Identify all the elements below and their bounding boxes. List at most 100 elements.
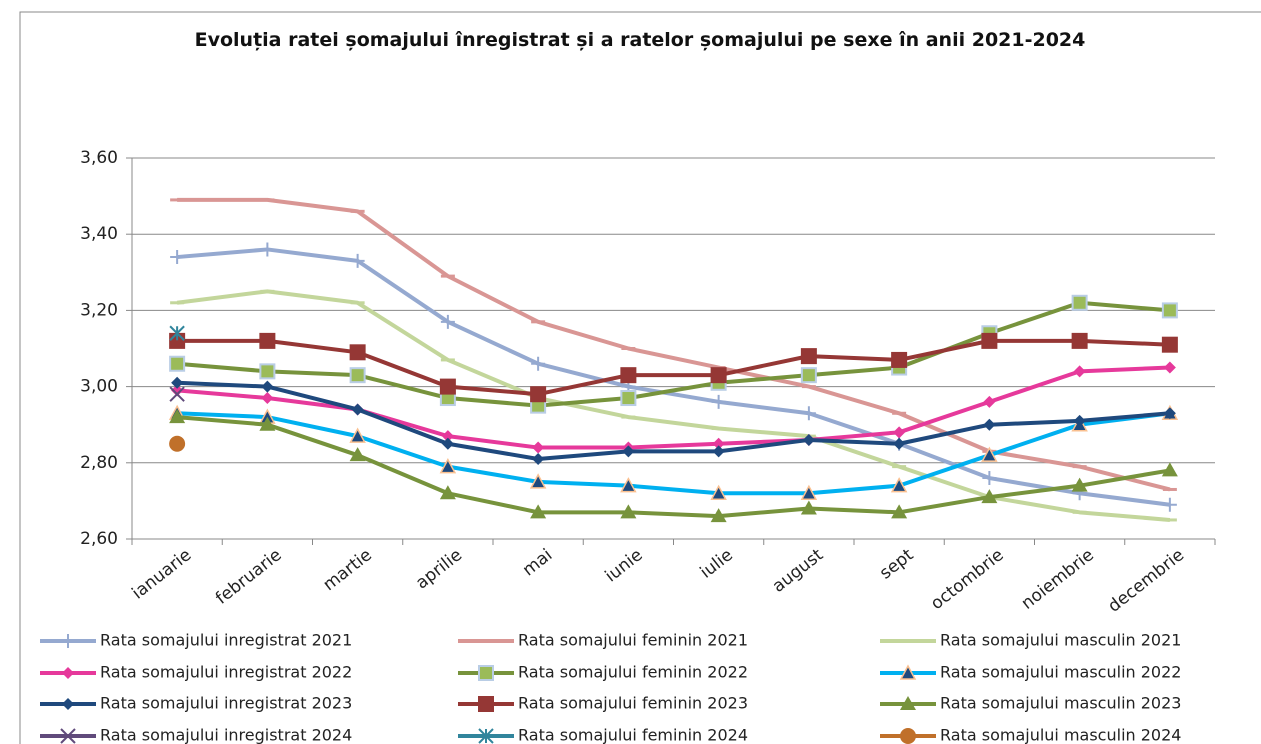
legend-marker — [61, 634, 75, 648]
marker — [529, 473, 547, 489]
series — [171, 376, 1176, 465]
marker — [1163, 361, 1176, 374]
series-line — [176, 289, 1171, 522]
legend-label: Rata somajului masculin 2021 — [940, 631, 1181, 650]
x-tick-label: sept — [876, 545, 918, 584]
marker — [712, 445, 725, 458]
series-line — [177, 197, 1171, 492]
legend-marker — [62, 667, 74, 679]
marker — [169, 355, 186, 372]
legend-item: Rata somajului feminin 2022 — [458, 663, 748, 682]
legend-marker — [478, 665, 494, 681]
marker — [891, 504, 908, 519]
marker — [439, 458, 457, 474]
y-tick-label: 3,00 — [80, 377, 118, 397]
marker — [171, 376, 184, 389]
legend-label: Rata somajului feminin 2024 — [518, 726, 748, 744]
marker — [1161, 462, 1178, 477]
legend-marker — [478, 696, 494, 712]
x-tick-label: iunie — [602, 545, 647, 586]
series — [169, 325, 185, 341]
marker — [983, 418, 996, 431]
marker — [261, 380, 274, 393]
marker — [1071, 294, 1088, 311]
marker — [350, 253, 365, 268]
marker — [981, 446, 998, 462]
legend-item: Rata somajului feminin 2021 — [458, 631, 748, 650]
legend-label: Rata somajului inregistrat 2023 — [100, 694, 352, 713]
series — [169, 332, 1178, 403]
marker — [349, 427, 366, 443]
x-tick-label: decembrie — [1104, 545, 1188, 617]
marker — [800, 484, 818, 501]
marker — [261, 392, 274, 405]
series — [169, 435, 186, 452]
legend-item: Rata somajului inregistrat 2024 — [40, 726, 352, 744]
marker — [440, 314, 455, 329]
legend-marker — [60, 728, 76, 744]
legend-label: Rata somajului masculin 2023 — [940, 694, 1181, 713]
marker — [981, 489, 998, 504]
x-tick-label: mai — [519, 545, 556, 580]
marker — [620, 390, 637, 407]
legend-label: Rata somajului masculin 2024 — [940, 726, 1181, 744]
y-tick-label: 3,20 — [80, 300, 118, 320]
x-tick-label: martie — [319, 545, 375, 595]
marker — [1161, 336, 1178, 353]
legend-marker — [900, 728, 916, 744]
marker — [169, 435, 186, 452]
x-tick-label: ianuarie — [128, 545, 195, 603]
marker — [800, 348, 817, 365]
marker — [1162, 497, 1177, 512]
legend-label: Rata somajului inregistrat 2024 — [100, 726, 352, 744]
legend-item: Rata somajului inregistrat 2023 — [40, 694, 352, 713]
marker — [710, 508, 727, 523]
marker — [712, 437, 725, 450]
marker — [259, 332, 276, 349]
marker — [620, 367, 637, 384]
legend-label: Rata somajului feminin 2022 — [518, 663, 748, 682]
legend-label: Rata somajului masculin 2022 — [940, 663, 1181, 682]
x-tick-label: februarie — [212, 545, 285, 609]
marker — [982, 471, 997, 486]
legend-item: Rata somajului inregistrat 2022 — [40, 663, 352, 682]
x-tick-label: noiembrie — [1018, 545, 1098, 614]
y-tick-label: 3,40 — [80, 224, 118, 244]
chart-title: Evoluția ratei șomajului înregistrat și … — [194, 29, 1086, 51]
marker — [620, 477, 637, 493]
legend-label: Rata somajului inregistrat 2022 — [100, 663, 352, 682]
marker — [710, 484, 727, 501]
marker — [259, 416, 276, 431]
legend-marker — [62, 698, 74, 710]
marker — [620, 504, 637, 519]
series-line — [177, 411, 1171, 496]
marker — [1163, 407, 1176, 420]
series-line — [176, 365, 1170, 450]
marker — [1071, 332, 1088, 349]
marker — [1073, 414, 1086, 427]
series-line — [176, 247, 1171, 507]
marker — [532, 441, 545, 454]
y-tick-label: 2,60 — [80, 529, 118, 549]
legend-marker — [478, 728, 494, 744]
series — [168, 404, 1179, 501]
marker — [349, 447, 366, 462]
x-tick-label: octombrie — [927, 545, 1007, 614]
marker — [893, 426, 906, 439]
y-tick-label: 3,60 — [80, 148, 118, 168]
legend-label: Rata somajului feminin 2023 — [518, 694, 748, 713]
legend-marker — [900, 696, 916, 710]
marker — [890, 477, 908, 493]
marker — [260, 242, 275, 257]
legend-marker — [899, 664, 917, 680]
series — [170, 197, 1177, 492]
marker — [439, 485, 456, 500]
marker — [981, 332, 998, 349]
marker — [800, 500, 817, 515]
marker — [530, 386, 547, 403]
marker — [710, 367, 727, 384]
series-line — [177, 380, 1171, 461]
legend-item: Rata somajului masculin 2024 — [880, 726, 1181, 744]
marker — [1161, 302, 1178, 319]
